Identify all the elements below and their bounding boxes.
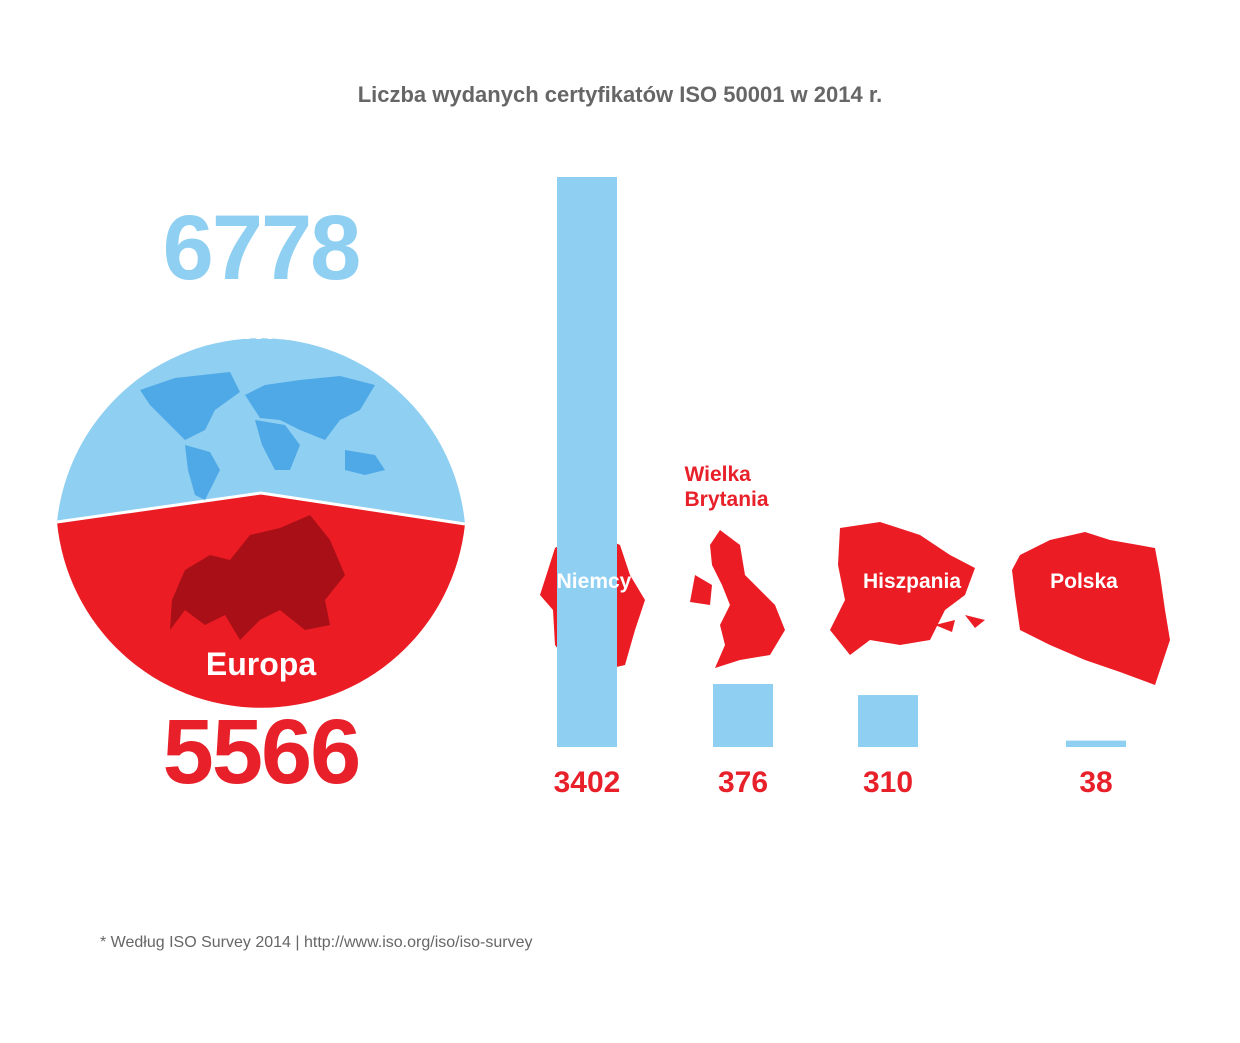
category-label: Wielka Brytania: [684, 463, 769, 511]
category-label: Polska: [1050, 570, 1118, 593]
bar: [713, 684, 773, 747]
europe-value: 5566: [162, 701, 362, 803]
value-label: 38: [1079, 766, 1112, 799]
bar: [557, 177, 617, 747]
category-label: Hiszpania: [862, 570, 962, 593]
world-value: 6778: [162, 197, 362, 299]
footnote: * Według ISO Survey 2014 | http://www.is…: [100, 934, 533, 951]
world-label: Świat: [219, 310, 303, 346]
bar: [1066, 740, 1126, 747]
bar: [858, 695, 918, 747]
globe: [56, 338, 466, 708]
title: Liczba wydanych certyfikatów ISO 50001 w…: [357, 82, 883, 107]
country-shapes: [540, 522, 1170, 685]
europe-label: Europa: [205, 646, 317, 682]
value-label: 3402: [554, 766, 621, 799]
value-label: 376: [718, 766, 768, 799]
value-label: 310: [863, 766, 913, 799]
category-label: Niemcy: [556, 570, 632, 593]
